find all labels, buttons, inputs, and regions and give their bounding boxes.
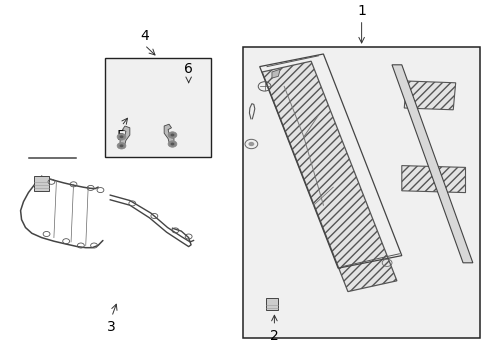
- Polygon shape: [392, 65, 473, 263]
- Polygon shape: [120, 126, 130, 148]
- Text: 2: 2: [270, 329, 279, 343]
- Bar: [34, 176, 49, 191]
- Circle shape: [168, 141, 177, 147]
- Circle shape: [168, 132, 177, 138]
- Circle shape: [171, 143, 174, 145]
- Circle shape: [248, 142, 254, 146]
- Polygon shape: [164, 124, 174, 146]
- Polygon shape: [402, 166, 465, 193]
- Polygon shape: [262, 61, 397, 292]
- Circle shape: [117, 134, 126, 140]
- Text: 4: 4: [140, 29, 149, 43]
- Circle shape: [120, 135, 123, 138]
- Circle shape: [117, 143, 126, 149]
- Polygon shape: [404, 81, 456, 110]
- Bar: [266, 298, 278, 310]
- Text: 3: 3: [107, 320, 116, 334]
- Circle shape: [171, 134, 174, 136]
- Text: 6: 6: [184, 62, 193, 76]
- Text: 1: 1: [357, 4, 366, 18]
- Bar: [105, 58, 211, 157]
- Text: 5: 5: [117, 129, 126, 143]
- Polygon shape: [272, 69, 280, 78]
- Circle shape: [120, 144, 123, 147]
- Bar: [243, 47, 480, 338]
